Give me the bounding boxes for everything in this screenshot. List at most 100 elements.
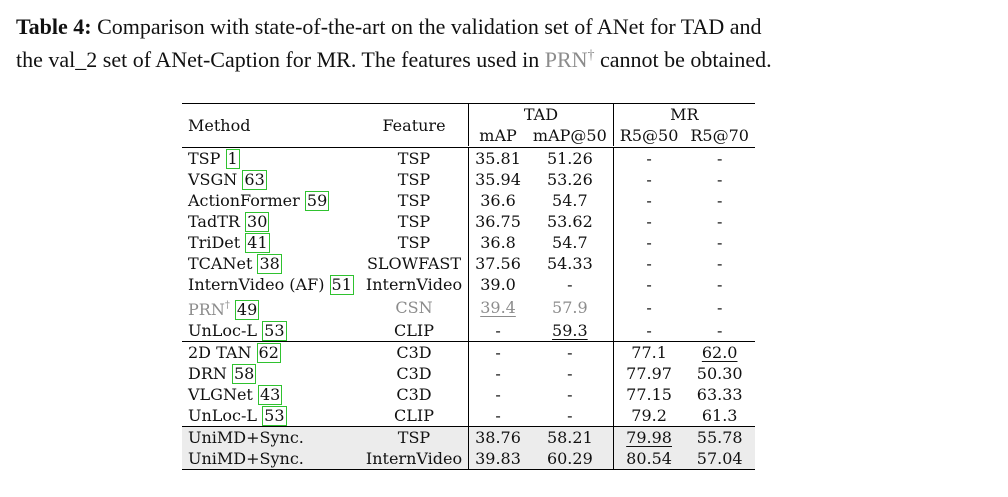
method-cell: ActionFormer 59 <box>188 191 330 211</box>
map-cell: - <box>468 363 527 384</box>
map50-cell: 51.26 <box>546 149 593 168</box>
r5-70-cell: - <box>716 254 723 273</box>
table-caption: Table 4: Comparison with state-of-the-ar… <box>16 12 996 74</box>
r5-50-cell: - <box>612 295 685 320</box>
feature-cell: TSP <box>397 212 431 231</box>
r5-70-cell: 57.04 <box>684 448 755 470</box>
map-cell: 39.0 <box>468 274 527 295</box>
citation-link[interactable]: 1 <box>225 149 240 169</box>
r5-50-cell: 79.98 <box>612 426 685 448</box>
header-r5-70: R5@70 <box>690 126 749 145</box>
map50-cell: 53.26 <box>546 170 593 189</box>
map50-cell: 54.7 <box>552 191 588 210</box>
citation-link[interactable]: 49 <box>234 300 260 320</box>
map-cell: - <box>468 384 527 405</box>
feature-cell: C3D <box>396 364 432 383</box>
citation-link[interactable]: 43 <box>257 385 283 405</box>
caption-label: Table 4: <box>16 14 92 39</box>
feature-cell: TSP <box>397 233 431 252</box>
method-cell: UniMD+Sync. <box>182 448 360 470</box>
method-cell: TriDet 41 <box>188 233 270 253</box>
feature-cell: CLIP <box>394 321 434 340</box>
method-cell: TSP 1 <box>188 149 240 169</box>
r5-70-cell: - <box>716 321 723 340</box>
citation-link[interactable]: 53 <box>262 321 287 341</box>
table-row: ActionFormer 59 TSP 36.6 54.7 - - <box>182 190 755 211</box>
map50-cell: 54.33 <box>546 254 593 273</box>
feature-cell: InternVideo <box>359 448 469 470</box>
table-row: TSP 1 TSP 35.81 51.26 - - <box>182 147 755 169</box>
method-cell: UnLoc-L 53 <box>188 406 287 426</box>
method-cell: InternVideo (AF) 51 <box>188 275 354 295</box>
r5-70-cell: - <box>716 275 723 294</box>
results-table: Method Feature TAD MR mAP mAP@50 R5@50 R… <box>182 103 755 470</box>
feature-cell: TSP <box>397 191 431 210</box>
map-cell: - <box>468 405 527 427</box>
r5-70-cell: 61.3 <box>701 406 738 425</box>
map50-cell: - <box>567 406 573 425</box>
caption-text-1: Comparison with state-of-the-art on the … <box>97 14 762 39</box>
citation-link[interactable]: 41 <box>245 233 270 253</box>
r5-70-cell: - <box>716 191 723 210</box>
r5-70-cell: - <box>716 149 723 168</box>
citation-link[interactable]: 53 <box>262 406 287 426</box>
caption-dagger: † <box>587 48 595 63</box>
r5-50-cell: - <box>612 232 685 253</box>
citation-link[interactable]: 63 <box>242 170 267 190</box>
r5-70-cell: - <box>716 212 723 231</box>
map-cell: 37.56 <box>468 253 527 274</box>
table-row: TriDet 41 TSP 36.8 54.7 - - <box>182 232 755 253</box>
caption-prn: PRN <box>544 47 588 72</box>
table-row: InternVideo (AF) 51 InternVideo 39.0 - -… <box>182 274 755 295</box>
r5-50-cell: 77.15 <box>612 384 685 405</box>
map50-cell: 57.9 <box>552 298 588 317</box>
map-cell: - <box>468 341 527 363</box>
citation-link[interactable]: 59 <box>304 191 330 211</box>
map-cell: 35.94 <box>468 169 527 190</box>
map50-cell: - <box>567 385 573 404</box>
r5-70-cell: 50.30 <box>696 364 743 383</box>
feature-cell: CSN <box>395 298 433 317</box>
method-cell: PRN† 49 <box>188 300 260 320</box>
map-cell: - <box>468 320 527 342</box>
method-cell: TCANet 38 <box>188 254 282 274</box>
r5-70-cell: 55.78 <box>684 426 755 448</box>
map-cell: 36.8 <box>468 232 527 253</box>
table-row: PRN† 49 CSN 39.4 57.9 - - <box>182 295 755 320</box>
header-map: mAP <box>468 125 527 146</box>
table-row: UnLoc-L 53 CLIP - - 79.2 61.3 <box>182 405 755 427</box>
method-cell: DRN 58 <box>188 364 257 384</box>
table-row: TadTR 30 TSP 36.75 53.62 - - <box>182 211 755 232</box>
caption-text-2a: the val_2 set of ANet-Caption for MR. Th… <box>16 47 540 72</box>
citation-link[interactable]: 30 <box>245 212 270 232</box>
map50-cell: 54.7 <box>552 233 588 252</box>
feature-cell: C3D <box>396 385 432 404</box>
feature-cell: C3D <box>359 341 469 363</box>
feature-cell: TSP <box>397 149 431 168</box>
r5-70-cell: - <box>716 170 723 189</box>
citation-link[interactable]: 51 <box>329 275 354 295</box>
method-cell: VLGNet 43 <box>188 385 283 405</box>
dagger-mark: † <box>224 300 230 311</box>
r5-50-cell: - <box>612 320 685 342</box>
header-map50: mAP@50 <box>532 126 607 145</box>
header-method: Method <box>182 103 360 146</box>
citation-link[interactable]: 62 <box>256 343 281 363</box>
map50-cell: 58.21 <box>526 426 614 448</box>
map50-cell: 59.3 <box>552 321 588 340</box>
map-cell: 39.83 <box>468 448 527 470</box>
citation-link[interactable]: 38 <box>257 254 282 274</box>
feature-cell: InternVideo <box>365 275 463 294</box>
header-tad: TAD <box>468 103 614 125</box>
header-mr: MR <box>612 103 755 125</box>
method-cell: TadTR 30 <box>188 212 270 232</box>
method-cell: 2D TAN 62 <box>182 341 360 363</box>
table-row: VLGNet 43 C3D - - 77.15 63.33 <box>182 384 755 405</box>
table-row: DRN 58 C3D - - 77.97 50.30 <box>182 363 755 384</box>
citation-link[interactable]: 58 <box>231 364 257 384</box>
feature-cell: TSP <box>397 170 431 189</box>
map-cell: 39.4 <box>468 295 527 320</box>
map-cell: 36.6 <box>468 190 527 211</box>
r5-70-cell: - <box>716 233 723 252</box>
table-row: UniMD+Sync. InternVideo 39.83 60.29 80.5… <box>182 448 755 470</box>
